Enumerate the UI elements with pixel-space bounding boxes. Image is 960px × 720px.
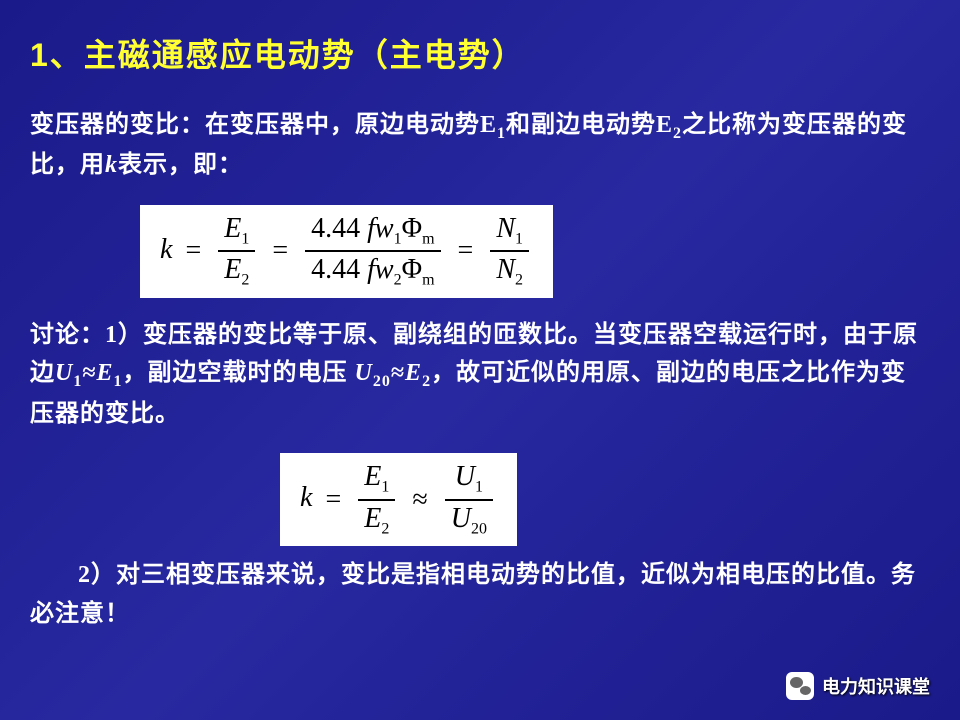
section-title: 1、主磁通感应电动势（主电势） <box>30 30 930 76</box>
f1-m1: m <box>422 230 434 247</box>
watermark: 电力知识课堂 <box>786 672 930 700</box>
f1-frac3: N1 N2 <box>490 213 529 290</box>
f1-m2: m <box>422 272 434 289</box>
d-e2s: 2 <box>422 373 431 390</box>
d-p2: ，副边空载时的电压 <box>123 360 355 386</box>
f2-ap: ≈ <box>412 484 427 515</box>
discussion: 讨论：1）变压器的变比等于原、副绕组的匝数比。当变压器空载运行时，由于原边U1≈… <box>30 316 930 433</box>
f2-e2: E <box>364 503 381 534</box>
f1-e1: E <box>224 213 241 244</box>
pt2-text: ）对三相变压器来说，变比是指相电动势的比值，近似为相电压的比值。务必注意！ <box>30 562 916 626</box>
f2-u20: U <box>451 503 471 534</box>
f1-fw1: fw <box>367 213 393 244</box>
formula-2: k = E1 E2 ≈ U1 U20 <box>280 453 517 546</box>
f2-u20s: 20 <box>471 520 487 537</box>
d-e2: E <box>405 360 422 386</box>
f1-w1s: 1 <box>394 230 402 247</box>
f2-e1s: 1 <box>381 479 389 496</box>
p1-mid1: 和副边电动势E <box>506 112 673 138</box>
d-u1: U <box>55 360 73 386</box>
f1-n2s: 2 <box>515 272 523 289</box>
p1-end: 表示，即： <box>118 152 243 178</box>
f1-phi1: Φ <box>402 213 422 244</box>
f1-w2s: 2 <box>394 272 402 289</box>
pt2-label: 2 <box>78 562 91 588</box>
f1-fw2: fw <box>367 254 393 285</box>
paragraph-1: 变压器的变比：在变压器中，原边电动势E1和副边电动势E2之比称为变压器的变比，用… <box>30 106 930 185</box>
f1-frac1: E1 E2 <box>218 213 255 290</box>
f1-eq2: = <box>272 235 288 266</box>
f2-u1s: 1 <box>475 479 483 496</box>
f2-u1: U <box>455 461 475 492</box>
d-label: 讨论：1 <box>30 322 118 348</box>
d-u20: U <box>355 360 373 386</box>
formula-1: k = E1 E2 = 4.44 fw1Φm 4.44 fw2Φm = N1 N… <box>140 205 553 298</box>
f1-c1: 4.44 <box>311 213 360 244</box>
f2-eq: = <box>325 484 341 515</box>
p1-kvar: k <box>105 152 118 178</box>
f1-frac2: 4.44 fw1Φm 4.44 fw2Φm <box>305 213 440 290</box>
d-ap2: ≈ <box>391 360 405 386</box>
title-number: 1 <box>30 37 50 73</box>
f2-e1: E <box>364 461 381 492</box>
f1-eq3: = <box>458 235 474 266</box>
f2-e2s: 2 <box>381 520 389 537</box>
f1-c2: 4.44 <box>311 254 360 285</box>
f1-e1sub: 1 <box>241 230 249 247</box>
title-text: 、主磁通感应电动势（主电势） <box>50 37 526 73</box>
wechat-icon <box>786 672 814 700</box>
f1-n1s: 1 <box>515 230 523 247</box>
point-2: 2）对三相变压器来说，变比是指相电动势的比值，近似为相电压的比值。务必注意！ <box>30 556 930 633</box>
f1-eq1: = <box>185 235 201 266</box>
d-ap1: ≈ <box>82 360 96 386</box>
p1-sub2: 2 <box>673 125 682 142</box>
watermark-text: 电力知识课堂 <box>822 673 930 699</box>
f2-k: k <box>300 482 312 513</box>
d-u20s: 20 <box>373 373 391 390</box>
p1-prefix: 变压器的变比：在变压器中，原边电动势E <box>30 112 497 138</box>
d-u1s: 1 <box>73 373 82 390</box>
f1-n2: N <box>496 254 515 285</box>
f1-e2sub: 2 <box>241 272 249 289</box>
d-e1: E <box>97 360 114 386</box>
f1-phi2: Φ <box>402 254 422 285</box>
f1-k: k <box>160 234 172 265</box>
f1-e2: E <box>224 254 241 285</box>
p1-sub1: 1 <box>497 125 506 142</box>
d-e1s: 1 <box>114 373 123 390</box>
f2-frac2: U1 U20 <box>445 461 493 538</box>
f1-n1: N <box>496 213 515 244</box>
f2-frac1: E1 E2 <box>358 461 395 538</box>
